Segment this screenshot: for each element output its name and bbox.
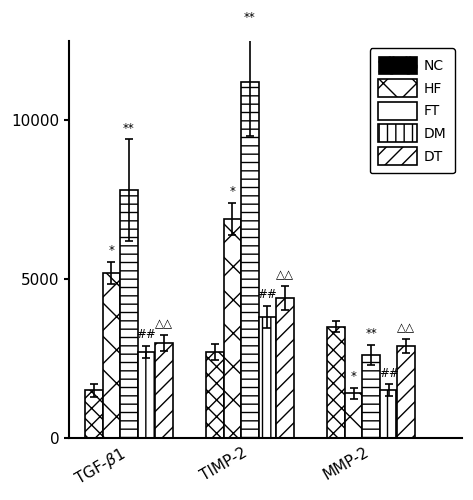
Text: *: * (229, 185, 236, 198)
Text: ##: ## (258, 288, 277, 302)
Bar (380, 390, 397, 438)
Bar (345, 394, 362, 438)
Bar (259, 317, 276, 438)
Bar (85, 390, 103, 438)
Text: ##: ## (136, 328, 156, 341)
Text: △△: △△ (397, 321, 415, 334)
Bar (362, 356, 380, 438)
Bar (155, 342, 173, 438)
Bar (276, 298, 294, 438)
Text: **: ** (123, 122, 135, 134)
Bar (206, 352, 224, 438)
Bar (138, 352, 155, 438)
Text: ##: ## (379, 366, 398, 380)
Text: *: * (108, 244, 114, 257)
Bar (397, 346, 415, 438)
Bar (241, 82, 259, 438)
Text: △△: △△ (276, 268, 294, 281)
Bar (120, 190, 138, 438)
Text: **: ** (365, 328, 377, 340)
Text: **: ** (244, 10, 256, 24)
Bar (224, 219, 241, 438)
Legend: NC, HF, FT, DM, DT: NC, HF, FT, DM, DT (370, 48, 455, 174)
Text: △△: △△ (155, 317, 173, 330)
Text: *: * (350, 370, 357, 383)
Bar (103, 272, 120, 438)
Bar (327, 326, 345, 438)
